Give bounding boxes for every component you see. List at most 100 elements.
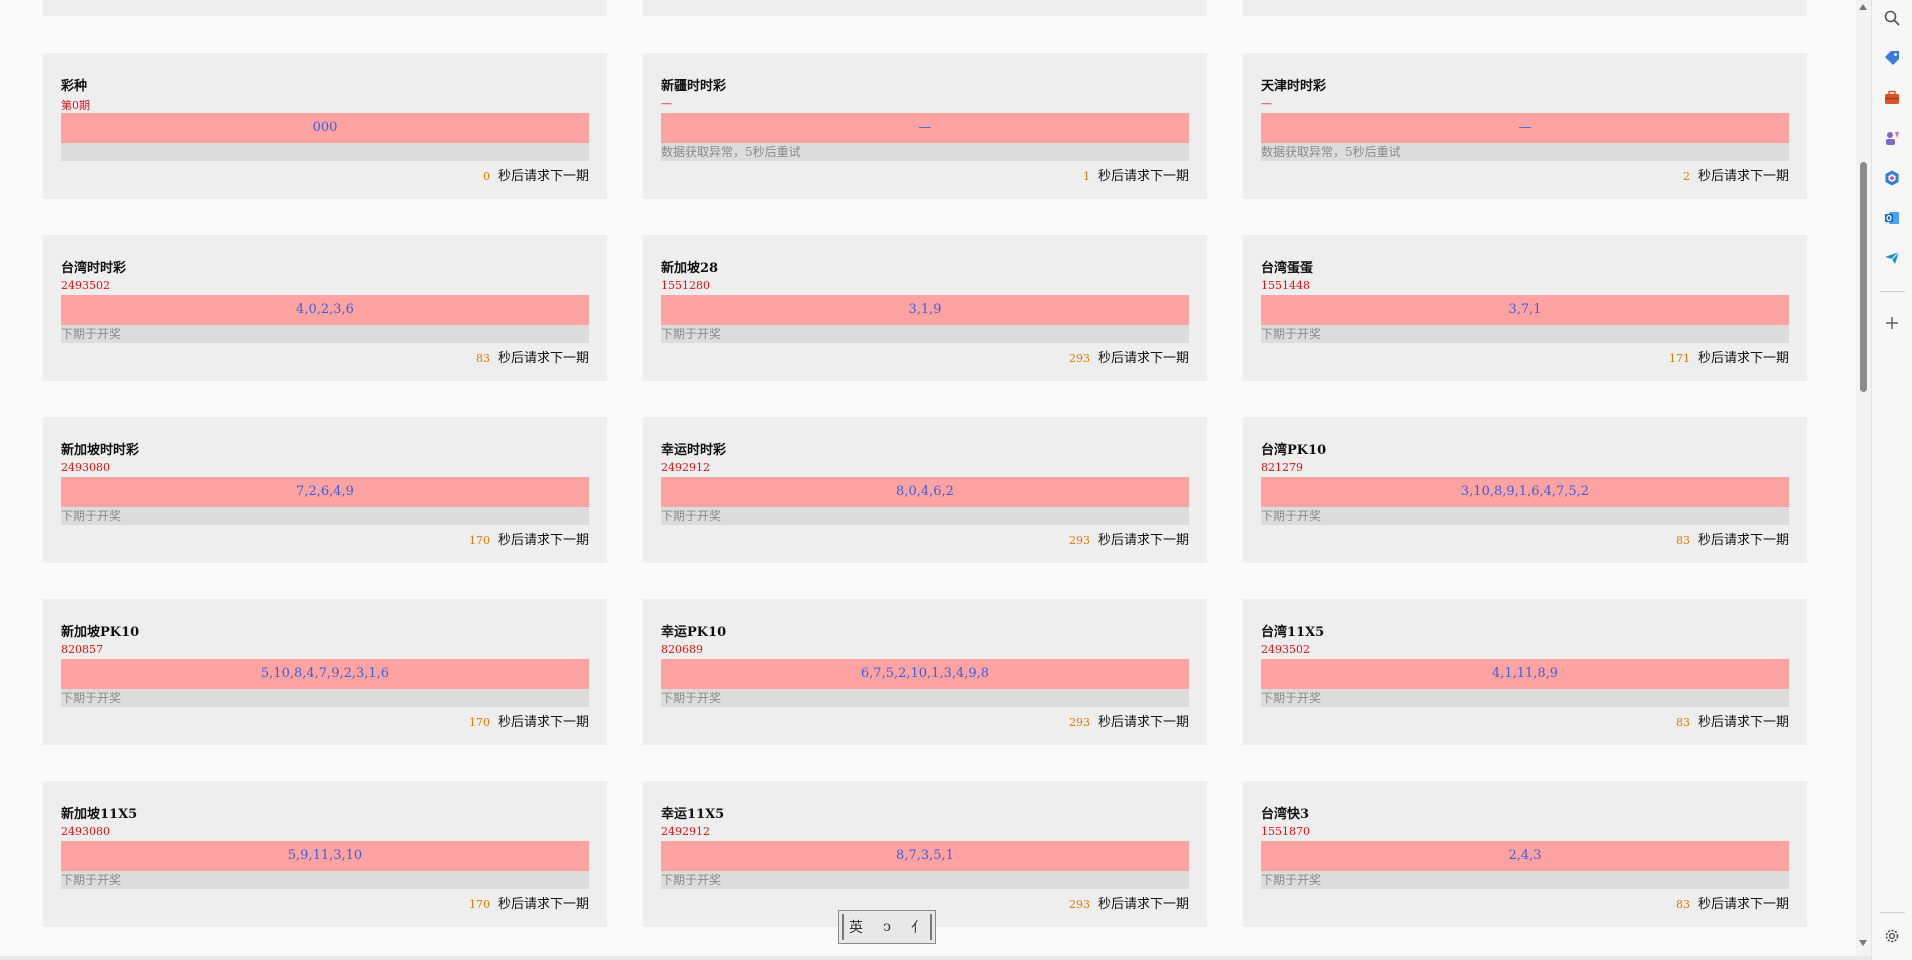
card-top-partial xyxy=(643,0,1207,16)
card-draw-result: 3,7,1 xyxy=(1261,295,1789,325)
scroll-up-arrow-icon[interactable] xyxy=(1859,4,1867,10)
countdown-seconds: 83 xyxy=(1675,534,1690,547)
card-title: 台湾快3 xyxy=(1261,807,1310,822)
card-status-text: 下期于开奖 xyxy=(1261,871,1789,889)
outlook-icon[interactable] xyxy=(1882,208,1902,228)
countdown-seconds: 293 xyxy=(1068,898,1090,911)
add-icon[interactable] xyxy=(1882,313,1902,333)
briefcase-icon[interactable] xyxy=(1882,88,1902,108)
card-issue-number: 2493502 xyxy=(1261,643,1310,656)
ime-moon-icon[interactable]: ↄ xyxy=(883,919,891,935)
card-status-text: 下期于开奖 xyxy=(1261,507,1789,525)
card-draw-result: 4,1,11,8,9 xyxy=(1261,659,1789,689)
card-issue-number: 第0期 xyxy=(61,99,90,112)
countdown-label: 秒后请求下一期 xyxy=(1097,533,1189,548)
settings-icon[interactable] xyxy=(1882,926,1902,946)
card-status-text: 下期于开奖 xyxy=(1261,689,1789,707)
card-countdown: 83 秒后请求下一期 xyxy=(1676,893,1789,912)
card-countdown: 170 秒后请求下一期 xyxy=(469,529,589,548)
card-countdown: 170 秒后请求下一期 xyxy=(469,711,589,730)
games-icon[interactable] xyxy=(1882,128,1902,148)
countdown-label: 秒后请求下一期 xyxy=(1097,169,1189,184)
countdown-seconds: 83 xyxy=(475,352,490,365)
horizontal-scrollbar[interactable] xyxy=(0,956,1871,960)
card-issue-number: 820689 xyxy=(661,643,703,656)
card-draw-result: 2,4,3 xyxy=(1261,841,1789,871)
card-issue-number: 2493502 xyxy=(61,279,110,292)
card-status-text: 下期于开奖 xyxy=(61,871,589,889)
ime-punct-toggle[interactable]: ⺅ xyxy=(910,920,925,936)
card-countdown: 83 秒后请求下一期 xyxy=(1676,529,1789,548)
card-issue-number: 1551870 xyxy=(1261,825,1310,838)
browser-sidebar xyxy=(1871,0,1912,960)
card-draw-result: 4,0,2,3,6 xyxy=(61,295,589,325)
countdown-label: 秒后请求下一期 xyxy=(497,897,589,912)
card-issue-number: 820857 xyxy=(61,643,103,656)
card-countdown: 293 秒后请求下一期 xyxy=(1069,347,1189,366)
card-title: 幸运PK10 xyxy=(661,625,727,640)
countdown-label: 秒后请求下一期 xyxy=(497,533,589,548)
lottery-card: 天津时时彩 — — 数据获取异常，5秒后重试 2 秒后请求下一期 xyxy=(1243,53,1807,199)
card-status-text: 下期于开奖 xyxy=(661,507,1189,525)
countdown-seconds: 0 xyxy=(482,170,490,183)
scrollbar-thumb[interactable] xyxy=(1860,162,1867,392)
countdown-label: 秒后请求下一期 xyxy=(1097,897,1189,912)
card-title: 新疆时时彩 xyxy=(661,79,727,94)
lottery-card: 新加坡时时彩 2493080 7,2,6,4,9 下期于开奖 170 秒后请求下一期 xyxy=(43,417,607,563)
ime-toolbar[interactable]: 英 ↄ ⺅ xyxy=(838,910,936,944)
card-draw-result: 8,7,3,5,1 xyxy=(661,841,1189,871)
card-countdown: 170 秒后请求下一期 xyxy=(469,893,589,912)
countdown-seconds: 170 xyxy=(468,898,490,911)
card-draw-result: 3,1,9 xyxy=(661,295,1189,325)
card-issue-number: 2493080 xyxy=(61,461,110,474)
card-title: 新加坡11X5 xyxy=(61,807,138,822)
card-draw-result: 000 xyxy=(61,113,589,143)
card-issue-number: 2493080 xyxy=(61,825,110,838)
office-icon[interactable] xyxy=(1882,168,1902,188)
lottery-card: 台湾11X5 2493502 4,1,11,8,9 下期于开奖 83 秒后请求下一期 xyxy=(1243,599,1807,745)
card-title: 新加坡时时彩 xyxy=(61,443,140,458)
countdown-seconds: 83 xyxy=(1675,716,1690,729)
scroll-down-arrow-icon[interactable] xyxy=(1859,940,1867,946)
lottery-card: 彩种 第0期 000 0 秒后请求下一期 xyxy=(43,53,607,199)
card-top-partial xyxy=(43,0,607,16)
countdown-label: 秒后请求下一期 xyxy=(1697,533,1789,548)
card-status-text: 下期于开奖 xyxy=(61,325,589,343)
lottery-card: 台湾快3 1551870 2,4,3 下期于开奖 83 秒后请求下一期 xyxy=(1243,781,1807,927)
card-title: 幸运时时彩 xyxy=(661,443,727,458)
card-countdown: 293 秒后请求下一期 xyxy=(1069,893,1189,912)
sidebar-divider xyxy=(1880,912,1905,913)
card-draw-result: 6,7,5,2,10,1,3,4,9,8 xyxy=(661,659,1189,689)
send-icon[interactable] xyxy=(1882,248,1902,268)
card-countdown: 2 秒后请求下一期 xyxy=(1683,165,1789,184)
countdown-label: 秒后请求下一期 xyxy=(497,715,589,730)
countdown-label: 秒后请求下一期 xyxy=(497,351,589,366)
card-issue-number: 1551448 xyxy=(1261,279,1310,292)
lottery-card: 新疆时时彩 — — 数据获取异常，5秒后重试 1 秒后请求下一期 xyxy=(643,53,1207,199)
card-status-text: 下期于开奖 xyxy=(661,871,1189,889)
countdown-label: 秒后请求下一期 xyxy=(1697,715,1789,730)
lottery-card: 台湾时时彩 2493502 4,0,2,3,6 下期于开奖 83 秒后请求下一期 xyxy=(43,235,607,381)
vertical-scrollbar[interactable] xyxy=(1856,0,1871,956)
countdown-label: 秒后请求下一期 xyxy=(1697,897,1789,912)
card-status-text: 下期于开奖 xyxy=(661,325,1189,343)
card-issue-number: 2492912 xyxy=(661,461,710,474)
card-title: 台湾时时彩 xyxy=(61,261,127,276)
card-title: 幸运11X5 xyxy=(661,807,725,822)
card-draw-result: 8,0,4,6,2 xyxy=(661,477,1189,507)
search-icon[interactable] xyxy=(1882,8,1902,28)
card-countdown: 83 秒后请求下一期 xyxy=(476,347,589,366)
card-title: 台湾PK10 xyxy=(1261,443,1327,458)
card-title: 新加坡PK10 xyxy=(61,625,140,640)
countdown-label: 秒后请求下一期 xyxy=(1097,351,1189,366)
tag-icon[interactable] xyxy=(1882,48,1902,68)
lottery-card: 台湾蛋蛋 1551448 3,7,1 下期于开奖 171 秒后请求下一期 xyxy=(1243,235,1807,381)
card-issue-number: 1551280 xyxy=(661,279,710,292)
countdown-label: 秒后请求下一期 xyxy=(1697,169,1789,184)
card-countdown: 293 秒后请求下一期 xyxy=(1069,711,1189,730)
ime-language-toggle[interactable]: 英 xyxy=(849,920,864,936)
card-status-text: 数据获取异常，5秒后重试 xyxy=(661,143,1189,161)
card-title: 新加坡28 xyxy=(661,261,719,276)
sidebar-divider xyxy=(1880,291,1905,292)
card-issue-number: 2492912 xyxy=(661,825,710,838)
